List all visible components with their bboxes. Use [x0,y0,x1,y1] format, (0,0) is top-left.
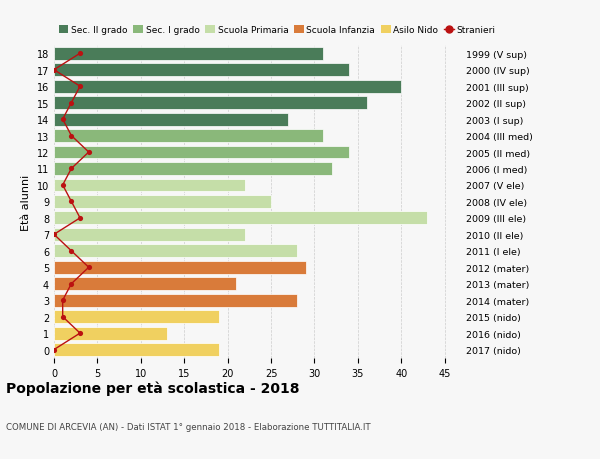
Bar [54,327,167,340]
Bar [54,245,297,257]
Bar [54,81,401,93]
Point [75,330,85,337]
Text: Popolazione per età scolastica - 2018: Popolazione per età scolastica - 2018 [6,381,299,396]
Point [75,83,85,90]
Bar [54,162,332,175]
Bar [54,48,323,61]
Bar [54,343,219,356]
Point [75,50,85,58]
Point [67,247,76,255]
Bar [54,278,236,291]
Point [67,165,76,173]
Point [84,149,94,157]
Point [67,133,76,140]
Bar [54,64,349,77]
Bar [54,113,289,126]
Bar [54,130,323,143]
Point [84,264,94,271]
Bar [54,212,427,225]
Bar [54,196,271,208]
Text: COMUNE DI ARCEVIA (AN) - Dati ISTAT 1° gennaio 2018 - Elaborazione TUTTITALIA.IT: COMUNE DI ARCEVIA (AN) - Dati ISTAT 1° g… [6,422,371,431]
Point [58,297,67,304]
Y-axis label: Età alunni: Età alunni [21,174,31,230]
Point [58,182,67,189]
Bar [54,146,349,159]
Point [58,313,67,321]
Point [67,280,76,288]
Point [67,100,76,107]
Point [67,198,76,206]
Bar [54,179,245,192]
Point [49,231,59,239]
Bar [54,311,219,323]
Legend: Sec. II grado, Sec. I grado, Scuola Primaria, Scuola Infanzia, Asilo Nido, Stran: Sec. II grado, Sec. I grado, Scuola Prim… [59,26,496,35]
Bar [54,294,297,307]
Bar [54,229,245,241]
Point [49,346,59,353]
Bar [54,97,367,110]
Point [49,67,59,74]
Bar [54,261,306,274]
Point [75,215,85,222]
Point [58,116,67,123]
